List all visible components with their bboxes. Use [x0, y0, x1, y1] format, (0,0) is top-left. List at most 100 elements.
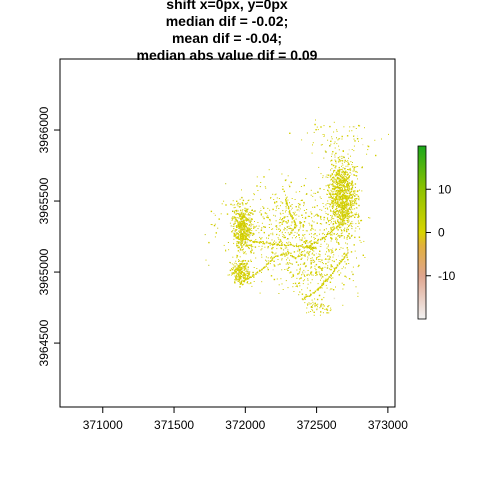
raster-cell — [328, 255, 330, 257]
raster-cell — [233, 233, 236, 236]
raster-cell — [346, 254, 348, 256]
raster-cell — [239, 206, 241, 208]
raster-cell — [280, 253, 283, 255]
raster-cell — [240, 271, 242, 273]
raster-cell — [244, 260, 247, 262]
raster-cell — [324, 253, 326, 255]
raster-cell — [287, 238, 289, 240]
raster-cell — [252, 233, 254, 235]
raster-cell — [246, 238, 248, 239]
raster-cell — [324, 274, 325, 276]
raster-cell — [323, 206, 325, 208]
raster-cell — [235, 269, 237, 271]
raster-cell — [234, 275, 236, 277]
raster-cell — [339, 218, 340, 219]
raster-cell — [336, 241, 338, 243]
raster-cell — [312, 246, 314, 249]
raster-cell — [299, 239, 301, 242]
raster-cell — [287, 199, 289, 201]
raster-cell — [313, 311, 315, 313]
raster-cell — [351, 194, 353, 196]
raster-cell — [310, 229, 312, 231]
raster-cell — [347, 228, 349, 231]
raster-cell — [279, 217, 281, 219]
raster-cell — [348, 182, 350, 184]
raster-cell — [320, 305, 322, 307]
raster-cell — [284, 232, 286, 234]
raster-cell — [345, 198, 347, 200]
raster-cell — [341, 198, 343, 200]
raster-cell — [274, 255, 277, 257]
raster-cell — [344, 159, 346, 162]
raster-cell — [338, 178, 340, 180]
raster-cell — [324, 239, 326, 241]
raster-cell — [246, 227, 248, 229]
raster-cell — [311, 299, 313, 301]
raster-cell — [301, 293, 304, 295]
raster-cell — [347, 153, 349, 155]
raster-cell — [311, 244, 313, 246]
raster-cell — [336, 183, 338, 185]
raster-cell — [361, 190, 363, 192]
raster-cell — [342, 218, 344, 220]
raster-cell — [351, 186, 353, 188]
raster-cell — [238, 247, 239, 249]
raster-cell — [346, 253, 348, 255]
raster-cell — [321, 259, 323, 261]
raster-cell — [320, 144, 322, 146]
raster-cell — [283, 249, 285, 251]
raster-cell — [290, 254, 292, 257]
raster-cell — [270, 275, 273, 277]
raster-cell — [328, 261, 330, 263]
raster-cell — [285, 199, 287, 202]
raster-cell — [304, 279, 305, 281]
raster-cell — [325, 213, 327, 214]
raster-cell — [250, 245, 252, 247]
raster-cell — [340, 185, 342, 187]
raster-cell — [338, 234, 340, 236]
raster-cell — [261, 222, 263, 224]
raster-cell — [280, 222, 281, 223]
raster-cell — [234, 281, 235, 283]
raster-cell — [243, 277, 244, 279]
raster-cell — [334, 187, 336, 189]
raster-cell — [240, 243, 242, 245]
raster-cell — [312, 248, 314, 250]
raster-cell — [354, 198, 356, 199]
raster-cell — [247, 266, 249, 268]
raster-cell — [344, 206, 346, 208]
raster-cell — [300, 258, 302, 260]
raster-cell — [331, 260, 333, 262]
raster-cell — [274, 194, 276, 196]
raster-cell — [282, 236, 284, 238]
raster-cell — [247, 229, 249, 231]
raster-cell — [249, 240, 251, 242]
raster-cell — [354, 183, 357, 185]
raster-cell — [335, 197, 337, 199]
raster-cell — [244, 241, 246, 243]
raster-cell — [221, 203, 223, 205]
raster-cell — [301, 289, 303, 291]
raster-cell — [342, 164, 344, 166]
raster-cell — [287, 270, 289, 271]
raster-cell — [298, 237, 300, 239]
raster-cell — [313, 192, 315, 194]
raster-cell — [342, 186, 344, 188]
raster-cell — [208, 264, 210, 266]
raster-cell — [346, 171, 348, 173]
raster-cell — [333, 177, 335, 179]
raster-cell — [314, 233, 316, 235]
raster-cell — [339, 179, 341, 180]
raster-cell — [284, 269, 286, 270]
raster-cell — [325, 281, 327, 282]
raster-cell — [260, 241, 263, 243]
raster-cell — [301, 199, 303, 201]
raster-cell — [355, 207, 357, 209]
raster-cell — [336, 196, 337, 198]
raster-cell — [357, 226, 359, 227]
raster-cell — [361, 166, 363, 169]
raster-cell — [243, 253, 245, 255]
raster-cell — [241, 270, 243, 272]
raster-cell — [335, 200, 336, 202]
raster-cell — [247, 214, 250, 216]
